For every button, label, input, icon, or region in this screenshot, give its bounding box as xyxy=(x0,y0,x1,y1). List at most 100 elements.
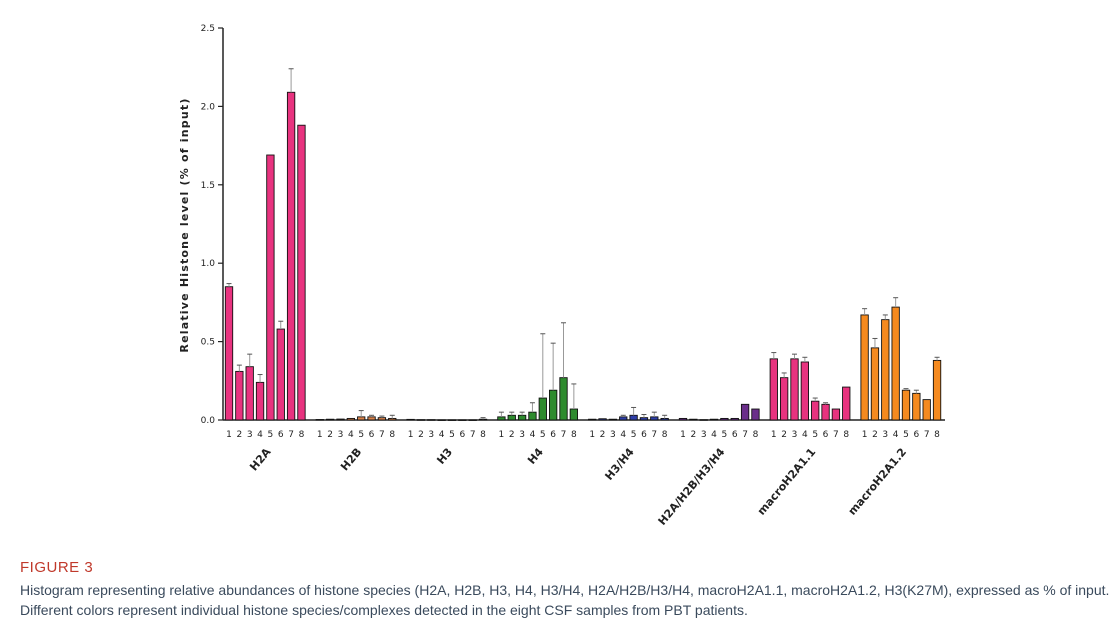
bar xyxy=(831,408,841,421)
sample-label: 2 xyxy=(327,430,333,440)
sample-label: 6 xyxy=(369,430,375,440)
bar xyxy=(357,416,366,421)
sample-label: 1 xyxy=(771,430,777,440)
bar xyxy=(427,419,436,421)
sample-label: 6 xyxy=(641,430,647,440)
bar xyxy=(790,358,799,421)
sample-label: 7 xyxy=(288,430,294,440)
sample-label: 5 xyxy=(358,430,364,440)
sample-label: 3 xyxy=(428,430,434,440)
sample-label: 5 xyxy=(812,430,818,440)
sample-label: 8 xyxy=(299,430,305,440)
sample-label: 2 xyxy=(781,430,787,440)
sample-label: 4 xyxy=(893,430,899,440)
bar xyxy=(769,358,778,421)
group-label: H2B xyxy=(338,446,364,474)
sample-label: 7 xyxy=(379,430,385,440)
sample-label: 1 xyxy=(226,430,232,440)
histone-bar-chart: 0.0 0.5 1.0 1.5 2.0 2.5 H2A H2B H3 H4 H3/H4 H2A/H2… xyxy=(178,24,945,528)
sample-label: 4 xyxy=(348,430,354,440)
sample-label: 2 xyxy=(690,430,696,440)
bar xyxy=(588,418,597,421)
bar xyxy=(549,389,558,421)
sample-label: 7 xyxy=(651,430,657,440)
bar xyxy=(336,418,345,421)
bar xyxy=(468,419,477,421)
bar xyxy=(388,417,397,421)
bar xyxy=(367,416,376,421)
sample-label: 6 xyxy=(732,430,738,440)
bar xyxy=(416,419,426,421)
bar xyxy=(709,418,719,421)
sample-label: 5 xyxy=(903,430,909,440)
bar xyxy=(780,377,789,421)
sample-label: 5 xyxy=(268,430,274,440)
bar xyxy=(276,328,285,421)
group-label: H3/H4 xyxy=(602,445,636,483)
sample-label: 5 xyxy=(540,430,546,440)
y-tick-label: 1.5 xyxy=(201,181,215,191)
bar xyxy=(346,417,355,421)
bar xyxy=(870,347,880,421)
sample-label: 8 xyxy=(571,430,577,440)
bar xyxy=(538,397,547,421)
bar xyxy=(699,419,708,421)
bar xyxy=(437,419,446,421)
bar xyxy=(811,400,820,421)
bar xyxy=(447,419,457,421)
sample-label: 5 xyxy=(722,430,728,440)
group-label: H2A xyxy=(247,445,274,473)
y-tick-label: 1.0 xyxy=(201,259,216,269)
sample-label: 1 xyxy=(317,430,323,440)
bar xyxy=(507,414,516,421)
sample-label: 2 xyxy=(236,430,242,440)
sample-label: 7 xyxy=(561,430,567,440)
bar xyxy=(912,392,921,421)
bar xyxy=(932,359,942,421)
bar xyxy=(660,417,669,421)
bar xyxy=(598,418,607,421)
bar xyxy=(326,418,335,421)
bar xyxy=(608,418,618,421)
group-label: H3 xyxy=(434,446,455,467)
figure-caption-block: FIGURE 3 Histogram representing relative… xyxy=(20,559,1110,620)
bar xyxy=(266,154,275,421)
y-tick-label: 0.0 xyxy=(201,416,216,426)
sample-label: 4 xyxy=(802,430,808,440)
sample-label: 8 xyxy=(662,430,668,440)
sample-label: 3 xyxy=(882,430,888,440)
sample-label: 2 xyxy=(509,430,515,440)
bar xyxy=(497,416,506,421)
bar xyxy=(821,403,830,421)
sample-label: 6 xyxy=(278,430,284,440)
sample-label: 5 xyxy=(631,430,637,440)
sample-label: 2 xyxy=(600,430,606,440)
sample-label: 4 xyxy=(711,430,717,440)
sample-label: 8 xyxy=(480,430,486,440)
y-axis-label: Relative Histone level (% of input) xyxy=(178,97,191,352)
bar xyxy=(286,91,296,421)
sample-label: 7 xyxy=(470,430,476,440)
bar xyxy=(255,381,265,421)
bar xyxy=(650,416,659,421)
sample-label: 7 xyxy=(833,430,839,440)
sample-label: 1 xyxy=(499,430,505,440)
sample-label: 4 xyxy=(620,430,626,440)
figure-label: FIGURE 3 xyxy=(20,559,94,576)
y-tick-label: 2.5 xyxy=(201,24,215,34)
sample-label: 1 xyxy=(589,430,595,440)
group-label: macroH2A1.2 xyxy=(846,446,909,518)
bar xyxy=(629,414,638,421)
sample-label: 2 xyxy=(418,430,424,440)
sample-label: 7 xyxy=(924,430,930,440)
bar xyxy=(245,366,254,421)
sample-label: 8 xyxy=(843,430,849,440)
y-axis: 0.0 0.5 1.0 1.5 2.0 2.5 xyxy=(201,24,224,426)
bar xyxy=(901,389,911,421)
